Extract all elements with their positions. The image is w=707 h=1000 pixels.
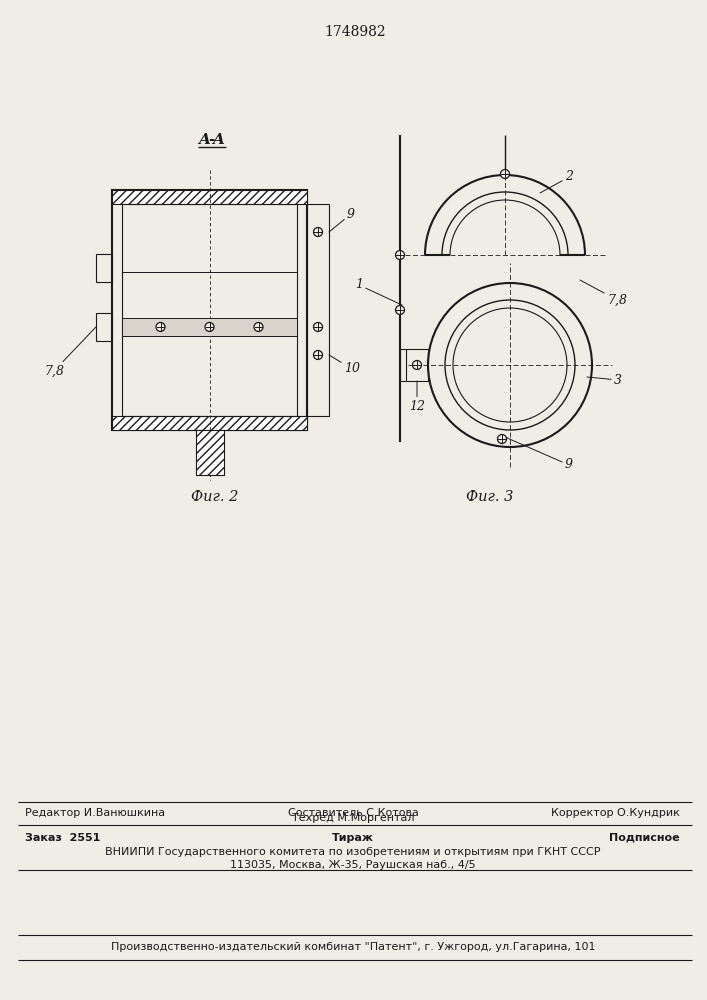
Text: 1: 1 — [355, 278, 402, 305]
Bar — [112, 190, 307, 430]
Circle shape — [498, 434, 506, 444]
Bar — [307, 204, 329, 416]
Text: 113035, Москва, Ж-35, Раушская наб., 4/5: 113035, Москва, Ж-35, Раушская наб., 4/5 — [230, 860, 476, 870]
Text: 1748982: 1748982 — [325, 25, 386, 39]
Text: Фиг. 3: Фиг. 3 — [467, 490, 514, 504]
Bar — [112, 416, 307, 430]
Circle shape — [501, 169, 510, 178]
Text: -: - — [209, 133, 215, 147]
Text: Фиг. 2: Фиг. 2 — [191, 490, 238, 504]
Circle shape — [313, 350, 322, 359]
Text: Заказ  2551: Заказ 2551 — [25, 833, 100, 843]
Text: 10: 10 — [329, 355, 360, 375]
Text: Подписное: Подписное — [609, 833, 680, 843]
Bar — [96, 254, 112, 282]
Bar — [406, 349, 428, 381]
Circle shape — [395, 306, 404, 314]
Circle shape — [205, 322, 214, 331]
Text: 2: 2 — [540, 170, 573, 193]
Circle shape — [313, 228, 322, 236]
Bar — [96, 313, 112, 341]
Bar — [122, 318, 297, 336]
Text: Составитель С.Котова: Составитель С.Котова — [288, 808, 419, 818]
Text: 7,8: 7,8 — [580, 280, 627, 306]
Circle shape — [395, 250, 404, 259]
Circle shape — [412, 360, 421, 369]
Text: Техред М.Моргентал: Техред М.Моргентал — [292, 813, 414, 823]
Circle shape — [254, 322, 263, 331]
Text: 12: 12 — [409, 381, 425, 412]
Bar — [122, 204, 297, 416]
Bar — [196, 430, 223, 475]
Circle shape — [156, 322, 165, 331]
Text: Редактор И.Ванюшкина: Редактор И.Ванюшкина — [25, 808, 165, 818]
Circle shape — [313, 322, 322, 331]
Text: Корректор О.Кундрик: Корректор О.Кундрик — [551, 808, 680, 818]
Text: 3: 3 — [587, 373, 622, 386]
Text: Производственно-издательский комбинат "Патент", г. Ужгород, ул.Гагарина, 101: Производственно-издательский комбинат "П… — [111, 942, 595, 952]
Text: 9: 9 — [329, 208, 355, 232]
Text: 9: 9 — [505, 437, 573, 472]
Text: A: A — [213, 133, 224, 147]
Text: 7,8: 7,8 — [44, 327, 96, 377]
Text: Тираж: Тираж — [332, 833, 374, 843]
Bar — [112, 190, 307, 204]
Text: ВНИИПИ Государственного комитета по изобретениям и открытиям при ГКНТ СССР: ВНИИПИ Государственного комитета по изоб… — [105, 847, 601, 857]
Text: A: A — [199, 133, 211, 147]
